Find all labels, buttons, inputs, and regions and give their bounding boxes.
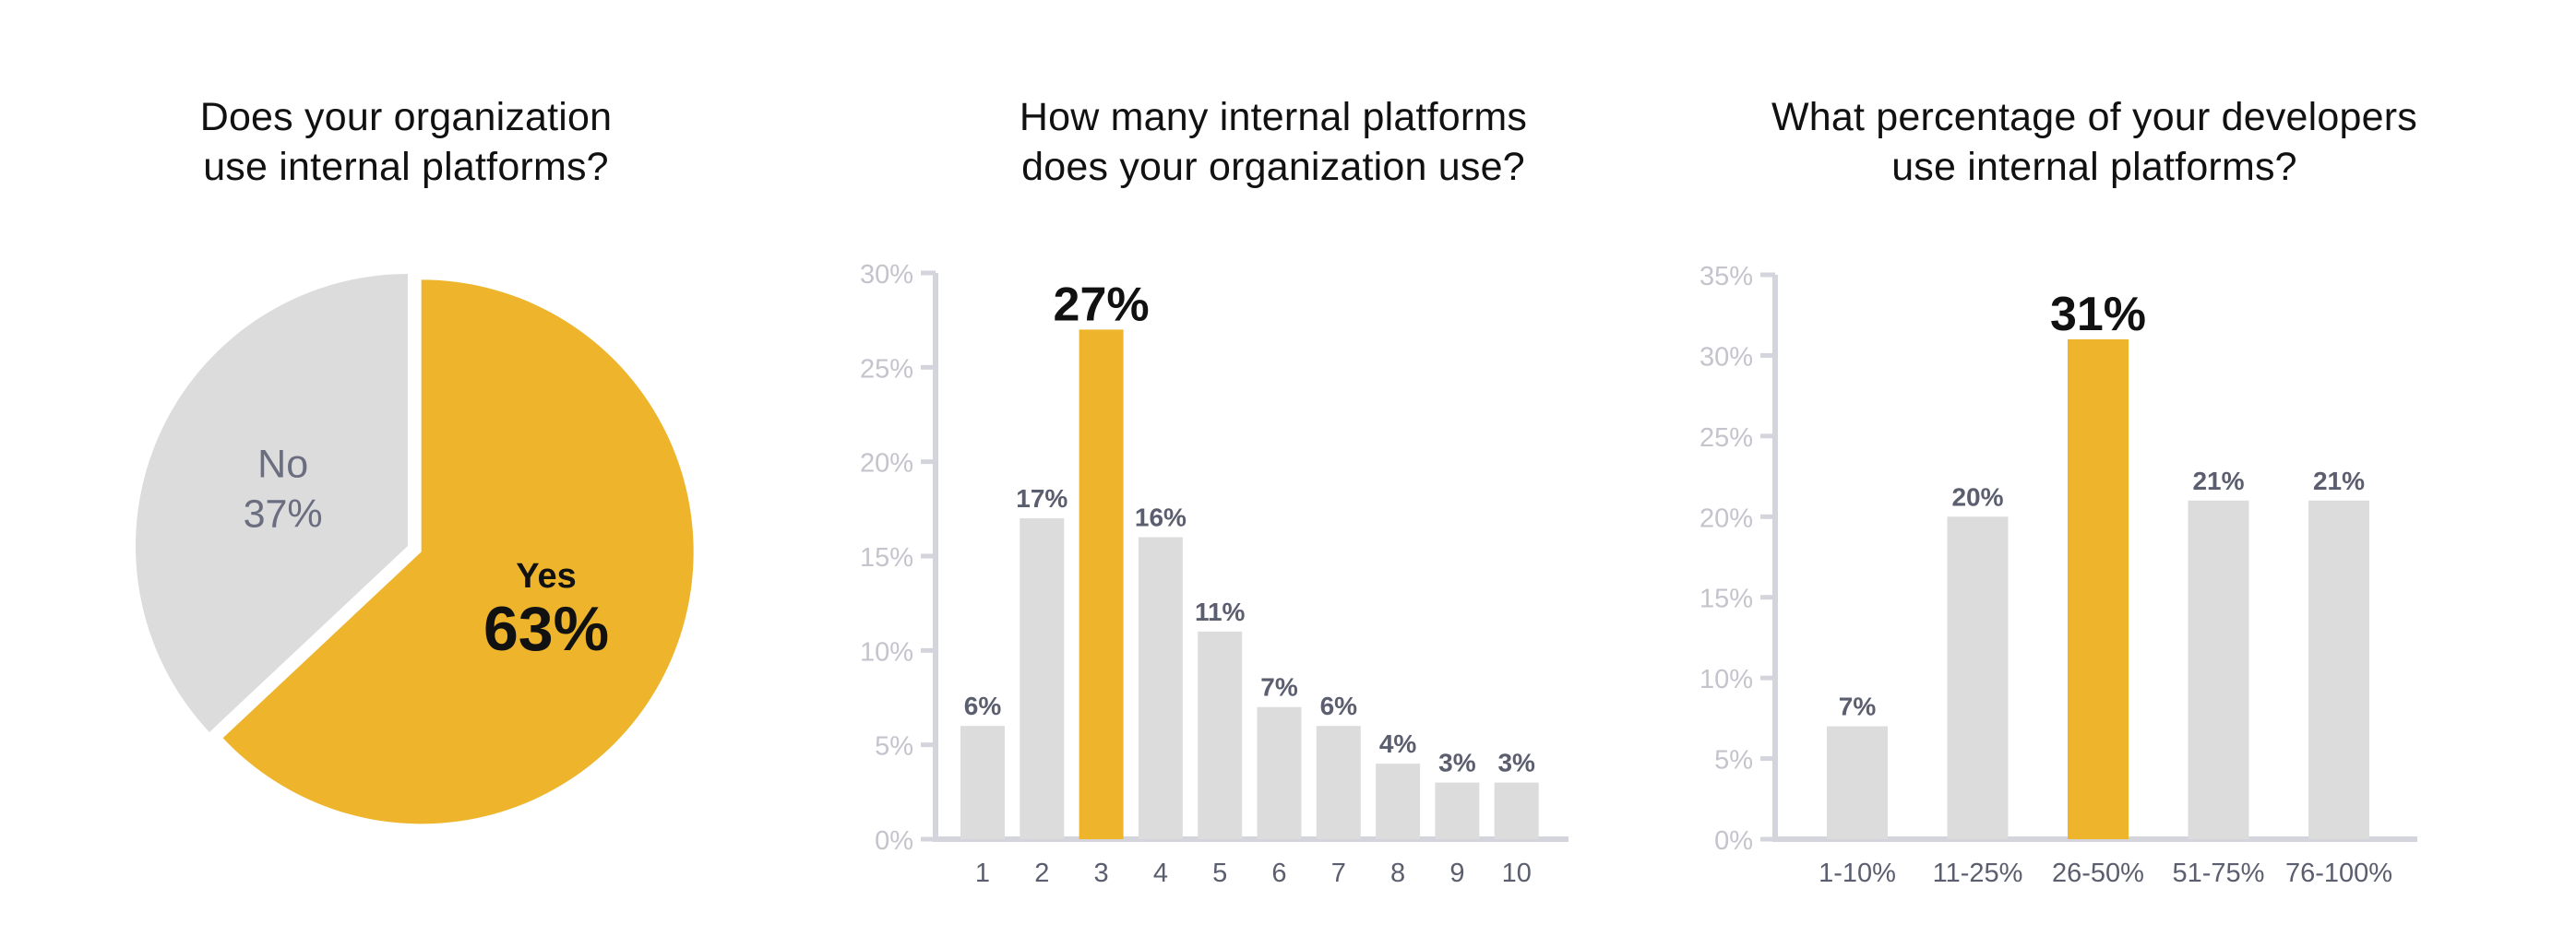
pie-slice-no — [136, 274, 408, 732]
platform-count-category-label: 1 — [975, 859, 990, 888]
platform-count-y-tick-label: 0% — [875, 826, 913, 856]
platform-count-value-label: 16% — [1135, 504, 1187, 532]
developer-share-category-label: 26-50% — [2052, 859, 2144, 888]
platform-count-value-label: 3% — [1497, 749, 1535, 777]
platform-count-y-tick-label: 25% — [860, 354, 913, 384]
developer-share-y-tick-label: 25% — [1699, 423, 1753, 453]
platform-count-category-label: 2 — [1034, 859, 1049, 888]
platform-count-panel: How many internal platforms does your or… — [830, 0, 1716, 948]
platform-count-value-label: 6% — [1320, 692, 1358, 720]
platform-count-category-label: 4 — [1153, 859, 1168, 888]
platform-count-bar — [1376, 764, 1421, 839]
pie-label-no: No — [257, 442, 308, 486]
pie-slice-yes — [222, 279, 694, 824]
developer-share-category-label: 11-25% — [1933, 859, 2023, 888]
platform-count-bar — [1079, 329, 1124, 839]
developer-share-title-line-1: What percentage of your developers — [1771, 95, 2417, 139]
platform-count-bar — [1020, 518, 1065, 839]
platform-count-category-label: 3 — [1094, 859, 1109, 888]
pie-value-no: 37% — [244, 492, 323, 536]
developer-share-value-label: 21% — [2313, 467, 2365, 495]
developer-share-title-line-2: use internal platforms? — [1891, 145, 2297, 189]
platform-count-value-label: 4% — [1379, 729, 1417, 758]
developer-share-value-label: 7% — [1839, 693, 1877, 721]
platform-count-value-label: 11% — [1195, 598, 1246, 626]
platform-count-value-label: 6% — [964, 692, 1002, 720]
developer-share-value-label: 21% — [2192, 467, 2244, 495]
platform-count-title-line-2: does your organization use? — [1021, 145, 1525, 189]
platform-count-category-label: 9 — [1449, 859, 1464, 888]
developer-share-bar — [1947, 516, 2009, 839]
platform-count-y-tick-label: 10% — [860, 637, 913, 667]
developer-share-title: What percentage of your developers use i… — [1716, 92, 2473, 192]
developer-share-y-tick-label: 0% — [1714, 826, 1753, 856]
developer-share-y-tick-label: 5% — [1714, 746, 1753, 776]
platform-count-value-label: 3% — [1438, 749, 1476, 777]
developer-share-bar — [2068, 338, 2129, 839]
pie-title-line-2: use internal platforms? — [203, 145, 609, 189]
platform-count-y-tick-label: 20% — [860, 449, 913, 479]
platform-count-category-label: 5 — [1212, 859, 1227, 888]
platform-count-bar — [1257, 706, 1302, 839]
developer-share-y-tick-label: 15% — [1699, 585, 1753, 614]
developer-share-bar — [2308, 500, 2369, 839]
pie-label-yes: Yes — [516, 557, 577, 596]
platform-count-title: How many internal platforms does your or… — [830, 92, 1716, 192]
platform-count-bar — [1494, 782, 1539, 839]
developer-share-category-label: 51-75% — [2173, 859, 2265, 888]
platform-count-category-label: 6 — [1271, 859, 1286, 888]
developer-share-y-tick-label: 10% — [1699, 665, 1753, 694]
platform-count-category-label: 7 — [1331, 859, 1346, 888]
developer-share-y-tick-label: 20% — [1699, 504, 1753, 533]
platform-count-title-line-1: How many internal platforms — [1019, 95, 1528, 139]
platform-count-bar — [1435, 782, 1480, 839]
developer-share-value-label: 20% — [1951, 482, 2003, 511]
developer-share-bar — [2188, 500, 2249, 839]
developer-share-y-tick-label: 35% — [1699, 262, 1753, 291]
platform-count-bar — [1316, 726, 1361, 839]
platform-count-value-label: 17% — [1016, 484, 1067, 513]
platform-count-y-tick-label: 5% — [875, 732, 913, 762]
developer-share-category-label: 1-10% — [1819, 859, 1896, 888]
developer-share-category-label: 76-100% — [2285, 859, 2392, 888]
platform-count-y-tick-label: 15% — [860, 543, 913, 573]
developer-share-panel: What percentage of your developers use i… — [1716, 0, 2473, 948]
developer-share-y-tick-label: 30% — [1699, 342, 1753, 372]
pie-chart-title: Does your organization use internal plat… — [0, 92, 812, 192]
developer-share-bar — [1827, 726, 1888, 839]
pie-title-line-1: Does your organization — [199, 95, 613, 139]
platform-count-bar — [1198, 631, 1243, 839]
pie-value-yes: 63% — [483, 594, 609, 664]
platform-count-value-label: 7% — [1260, 673, 1298, 702]
platform-count-y-tick-label: 30% — [860, 260, 913, 290]
platform-count-value-label: 27% — [1054, 278, 1150, 331]
platform-count-bar — [960, 726, 1005, 839]
developer-share-value-label: 31% — [2050, 288, 2146, 341]
platform-count-category-label: 10 — [1502, 859, 1532, 888]
platform-count-bar — [1138, 537, 1183, 839]
platform-count-category-label: 8 — [1390, 859, 1405, 888]
pie-panel: Does your organization use internal plat… — [0, 0, 812, 948]
